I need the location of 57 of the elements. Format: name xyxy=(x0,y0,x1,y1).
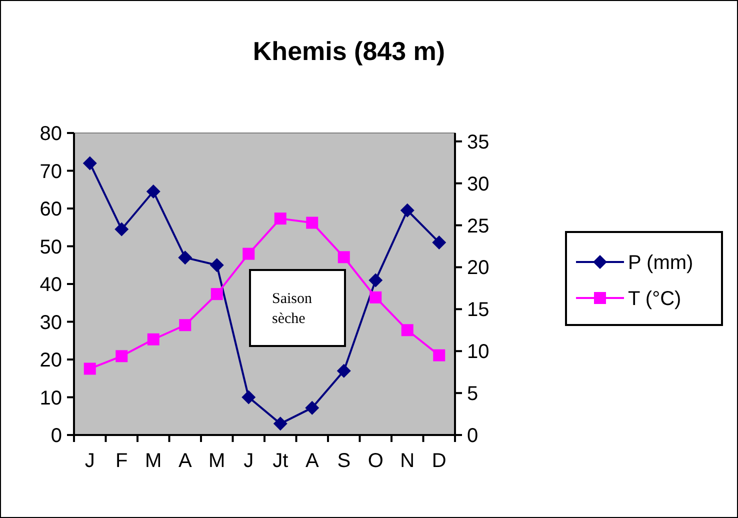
annotation: Saison sèche xyxy=(272,291,313,327)
point xyxy=(273,416,288,431)
x-tick-label: Jt xyxy=(272,450,289,472)
y2-tick-label: 0 xyxy=(467,425,478,447)
point xyxy=(179,319,192,332)
point xyxy=(401,324,414,336)
y2-tick-label: 30 xyxy=(467,173,490,196)
point xyxy=(178,250,192,265)
point xyxy=(242,390,256,404)
y2-tick-label: 10 xyxy=(467,341,490,364)
x-tick-label: J xyxy=(244,450,254,472)
point xyxy=(432,235,446,250)
point xyxy=(338,251,350,264)
y-tick-label: 70 xyxy=(40,160,62,183)
x-tick-label: A xyxy=(178,450,192,472)
x-tick-label: A xyxy=(305,450,320,472)
point xyxy=(336,364,351,378)
x-tick-label: M xyxy=(208,450,226,472)
x-tick-label: J xyxy=(84,450,95,472)
legend-label: P (mm) xyxy=(628,252,694,274)
point xyxy=(368,273,383,288)
point xyxy=(82,156,97,170)
x-tick-label: F xyxy=(116,450,128,472)
y-tick-label: 50 xyxy=(40,236,62,258)
point xyxy=(370,291,382,304)
y2-tick-label: 35 xyxy=(467,131,490,154)
point xyxy=(116,350,128,362)
point xyxy=(433,349,446,362)
point xyxy=(147,333,160,346)
point xyxy=(274,212,286,225)
y-tick-label: 40 xyxy=(40,274,62,296)
x-tick-label: S xyxy=(337,450,351,472)
y-tick-label: 10 xyxy=(40,387,62,410)
point xyxy=(306,216,318,229)
y-tick-label: 80 xyxy=(40,123,62,145)
point xyxy=(400,203,414,218)
x-tick-label: N xyxy=(400,450,415,472)
point xyxy=(146,184,160,199)
y-tick-label: 0 xyxy=(50,425,62,447)
point xyxy=(84,362,96,375)
point xyxy=(210,258,224,272)
point xyxy=(210,288,223,300)
y-tick-label: 20 xyxy=(40,350,62,372)
y2-tick-label: 5 xyxy=(467,383,478,406)
point xyxy=(305,400,320,415)
point xyxy=(242,248,255,260)
y2-tick-label: 15 xyxy=(467,299,490,322)
y-tick-label: 30 xyxy=(40,312,62,334)
chart-title: Khemis (843 m) xyxy=(252,36,446,66)
y2-tick-label: 25 xyxy=(467,215,490,238)
y-tick-label: 60 xyxy=(40,198,62,220)
point xyxy=(114,222,129,236)
legend-label: T (°C) xyxy=(628,288,682,310)
x-tick-label: O xyxy=(368,450,384,472)
x-tick-label: D xyxy=(432,450,446,472)
y2-tick-label: 20 xyxy=(467,257,490,280)
x-tick-label: M xyxy=(145,450,162,472)
